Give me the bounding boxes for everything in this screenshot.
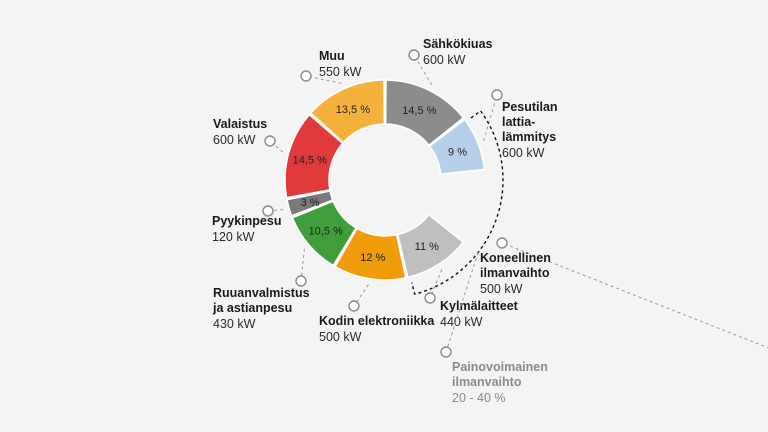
slice-6 bbox=[286, 190, 334, 217]
leader-line bbox=[305, 75, 342, 84]
slice-label: Pyykinpesu 120 kW bbox=[212, 214, 281, 244]
slice-percent-label: 3 % bbox=[301, 197, 320, 209]
slice-percent-label: 12 % bbox=[360, 252, 385, 264]
slice-label: Pesutilan lattia-lämmitys 600 kW bbox=[502, 100, 558, 160]
slice-3 bbox=[396, 213, 465, 279]
slice-5 bbox=[291, 200, 358, 267]
slice-percent-label: 10,5 % bbox=[309, 226, 343, 238]
callout-dot bbox=[264, 135, 276, 147]
slice-1 bbox=[428, 118, 486, 175]
callout-dot bbox=[300, 70, 312, 82]
slice-7 bbox=[284, 113, 344, 199]
slice-4 bbox=[333, 227, 407, 281]
slice-percent-label: 11 % bbox=[415, 241, 439, 253]
leader-line bbox=[483, 94, 498, 142]
slice-label: Kodin elektroniikka 500 kW bbox=[319, 314, 435, 344]
callout-dot bbox=[491, 89, 503, 101]
slice-label: Koneellinen ilmanvaihto 500 kW bbox=[480, 251, 551, 296]
slice-percent-label: 13,5 % bbox=[336, 104, 370, 116]
annotation-label: Painovoimainen ilmanvaihto 20 - 40 % bbox=[452, 360, 548, 405]
slice-label: Muu 550 kW bbox=[319, 49, 362, 79]
slice-label: Ruuanvalmistus ja astianpesu 430 kW bbox=[212, 286, 310, 331]
callout-dot bbox=[348, 300, 360, 312]
callout-dot bbox=[424, 292, 436, 304]
slice-label: Sähkökiuas 600 kW bbox=[423, 37, 493, 67]
annotation-bracket bbox=[411, 109, 504, 296]
slice-label: Valaistus 600 kW bbox=[213, 117, 267, 147]
callout-dot bbox=[440, 346, 452, 358]
callout-dot bbox=[262, 205, 274, 217]
leader-line bbox=[353, 284, 369, 307]
slice-percent-label: 14,5 % bbox=[402, 105, 436, 117]
slice-label: Kylmälaitteet 440 kW bbox=[440, 299, 519, 329]
callout-dot bbox=[295, 275, 307, 287]
slice-0 bbox=[384, 79, 465, 147]
callout-dot bbox=[496, 237, 508, 249]
callout-dot bbox=[408, 49, 420, 61]
slice-percent-label: 9 % bbox=[448, 146, 467, 158]
slice-8 bbox=[309, 79, 386, 144]
slice-percent-label: 14,5 % bbox=[293, 154, 327, 166]
